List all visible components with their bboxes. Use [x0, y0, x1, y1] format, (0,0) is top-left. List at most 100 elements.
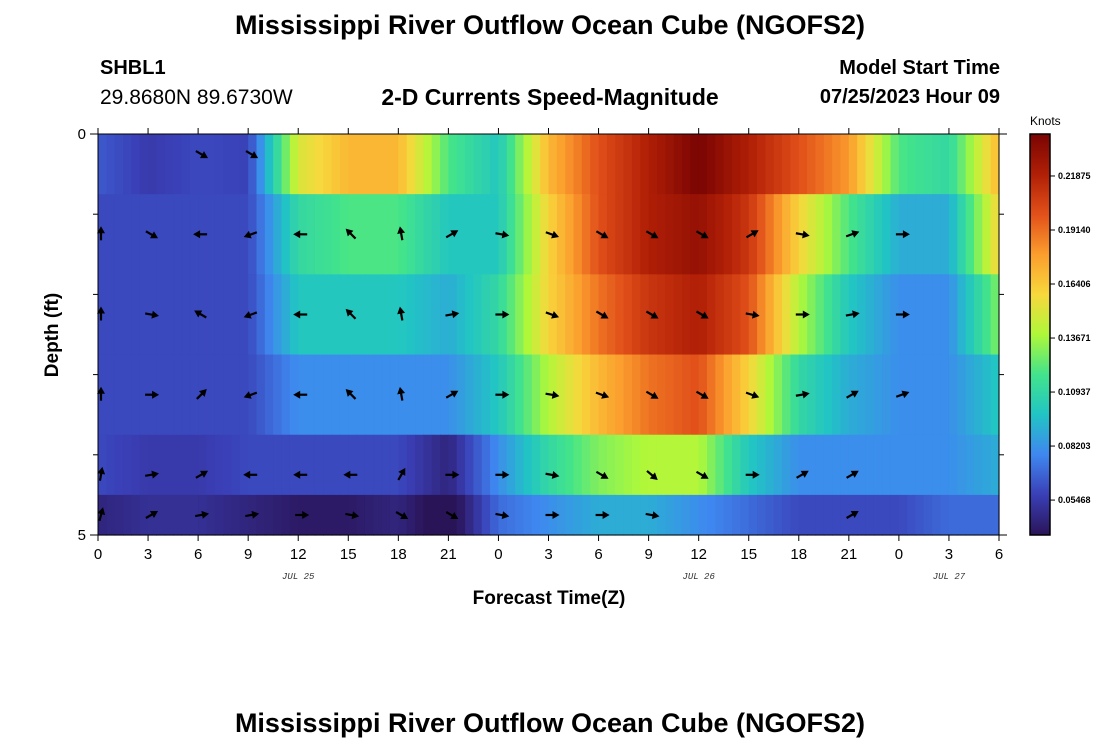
heatmap-cell	[598, 134, 608, 195]
heatmap-cell	[406, 194, 416, 275]
heatmap-cell	[623, 494, 633, 536]
heatmap-cell	[515, 194, 525, 275]
heatmap-cell	[940, 494, 950, 536]
heatmap-cell	[131, 494, 141, 536]
heatmap-cell	[606, 494, 616, 536]
heatmap-cell	[615, 134, 625, 195]
heatmap-cell	[364, 354, 374, 436]
heatmap-cell	[331, 434, 341, 496]
heatmap-cell	[214, 134, 224, 195]
heatmap-cell	[623, 274, 633, 356]
heatmap-cell	[807, 494, 817, 536]
heatmap-cell	[656, 434, 666, 496]
heatmap-cell	[348, 434, 358, 496]
current-arrow	[345, 389, 357, 400]
current-arrow	[745, 230, 759, 239]
heatmap-cell	[873, 134, 883, 195]
heatmap-cell	[606, 134, 616, 195]
heatmap-cell	[456, 354, 466, 436]
heatmap-cell	[248, 134, 258, 195]
x-tick-label: 0	[494, 546, 502, 563]
heatmap-cell	[306, 494, 316, 536]
heatmap-cell	[631, 354, 641, 436]
x-tick-label: 21	[440, 546, 457, 563]
heatmap-cell	[490, 194, 500, 275]
heatmap-cell	[381, 494, 391, 536]
heatmap-cell	[565, 494, 575, 536]
heatmap-cell	[231, 494, 241, 536]
heatmap-cell	[306, 194, 316, 275]
heatmap-cell	[957, 434, 967, 496]
heatmap-cell	[131, 434, 141, 496]
heatmap-cell	[231, 434, 241, 496]
heatmap-cell	[540, 274, 550, 356]
heatmap-cell	[415, 354, 424, 436]
heatmap-cell	[832, 134, 842, 195]
current-arrow	[745, 391, 760, 399]
y-tick-label: 5	[78, 527, 86, 544]
x-axis-title: Forecast Time(Z)	[473, 588, 626, 609]
heatmap-cell	[673, 274, 683, 356]
current-arrow	[495, 310, 510, 319]
heatmap-cell	[715, 494, 725, 536]
heatmap-cell	[331, 494, 341, 536]
heatmap-cell	[473, 194, 483, 275]
heatmap-cell	[723, 434, 733, 496]
heatmap-cell	[915, 274, 925, 356]
heatmap-cell	[890, 194, 900, 275]
heatmap-cell	[798, 134, 808, 195]
heatmap-cell	[732, 434, 741, 496]
heatmap-cell	[740, 494, 750, 536]
heatmap-cell	[540, 494, 550, 536]
heatmap-cell	[857, 494, 867, 536]
current-arrow	[595, 470, 609, 479]
heatmap-cell	[173, 194, 183, 275]
x-tick-label: 3	[544, 546, 552, 563]
heatmap-cell	[740, 434, 750, 496]
heatmap-cell	[907, 434, 917, 496]
heatmap-cell	[740, 354, 750, 436]
heatmap-cell	[181, 194, 191, 275]
heatmap-cell	[298, 134, 308, 195]
heatmap-cell	[631, 274, 641, 356]
heatmap-cell	[98, 134, 107, 195]
heatmap-cell	[156, 194, 166, 275]
heatmap-cell	[565, 354, 575, 436]
heatmap-cell	[948, 494, 958, 536]
heatmap-cell	[473, 354, 483, 436]
heatmap-cell	[665, 194, 675, 275]
heatmap-cell	[640, 134, 650, 195]
station-id: SHBL1	[100, 57, 166, 79]
heatmap-cell	[832, 194, 842, 275]
heatmap-cell	[456, 274, 466, 356]
heatmap-cell	[506, 494, 516, 536]
heatmap-cell	[815, 494, 825, 536]
heatmap-cell	[139, 434, 149, 496]
current-arrow	[595, 391, 610, 399]
heatmap-cell	[214, 354, 224, 436]
heatmap-cell	[923, 494, 933, 536]
heatmap-cell	[940, 354, 950, 436]
heatmap-cell	[807, 434, 817, 496]
heatmap-cell	[673, 354, 683, 436]
current-arrow	[795, 310, 810, 319]
current-arrow	[295, 511, 310, 519]
heatmap-cell	[373, 434, 383, 496]
heatmap-cell	[623, 434, 633, 496]
heatmap-cell	[189, 494, 199, 536]
heatmap-cell	[164, 434, 174, 496]
heatmap-cell	[548, 134, 558, 195]
heatmap-cell	[757, 134, 766, 195]
heatmap-cell	[114, 494, 124, 536]
current-arrow	[245, 510, 260, 519]
heatmap-cell	[256, 434, 266, 496]
heatmap-cell	[314, 494, 324, 536]
heatmap-cell	[790, 434, 800, 496]
heatmap-cell	[381, 434, 391, 496]
current-arrow	[695, 230, 709, 239]
heatmap-cell	[106, 354, 116, 436]
current-arrow	[243, 230, 258, 239]
heatmap-cell	[481, 134, 491, 195]
heatmap-cell	[465, 194, 475, 275]
heatmap-cell	[865, 274, 875, 356]
